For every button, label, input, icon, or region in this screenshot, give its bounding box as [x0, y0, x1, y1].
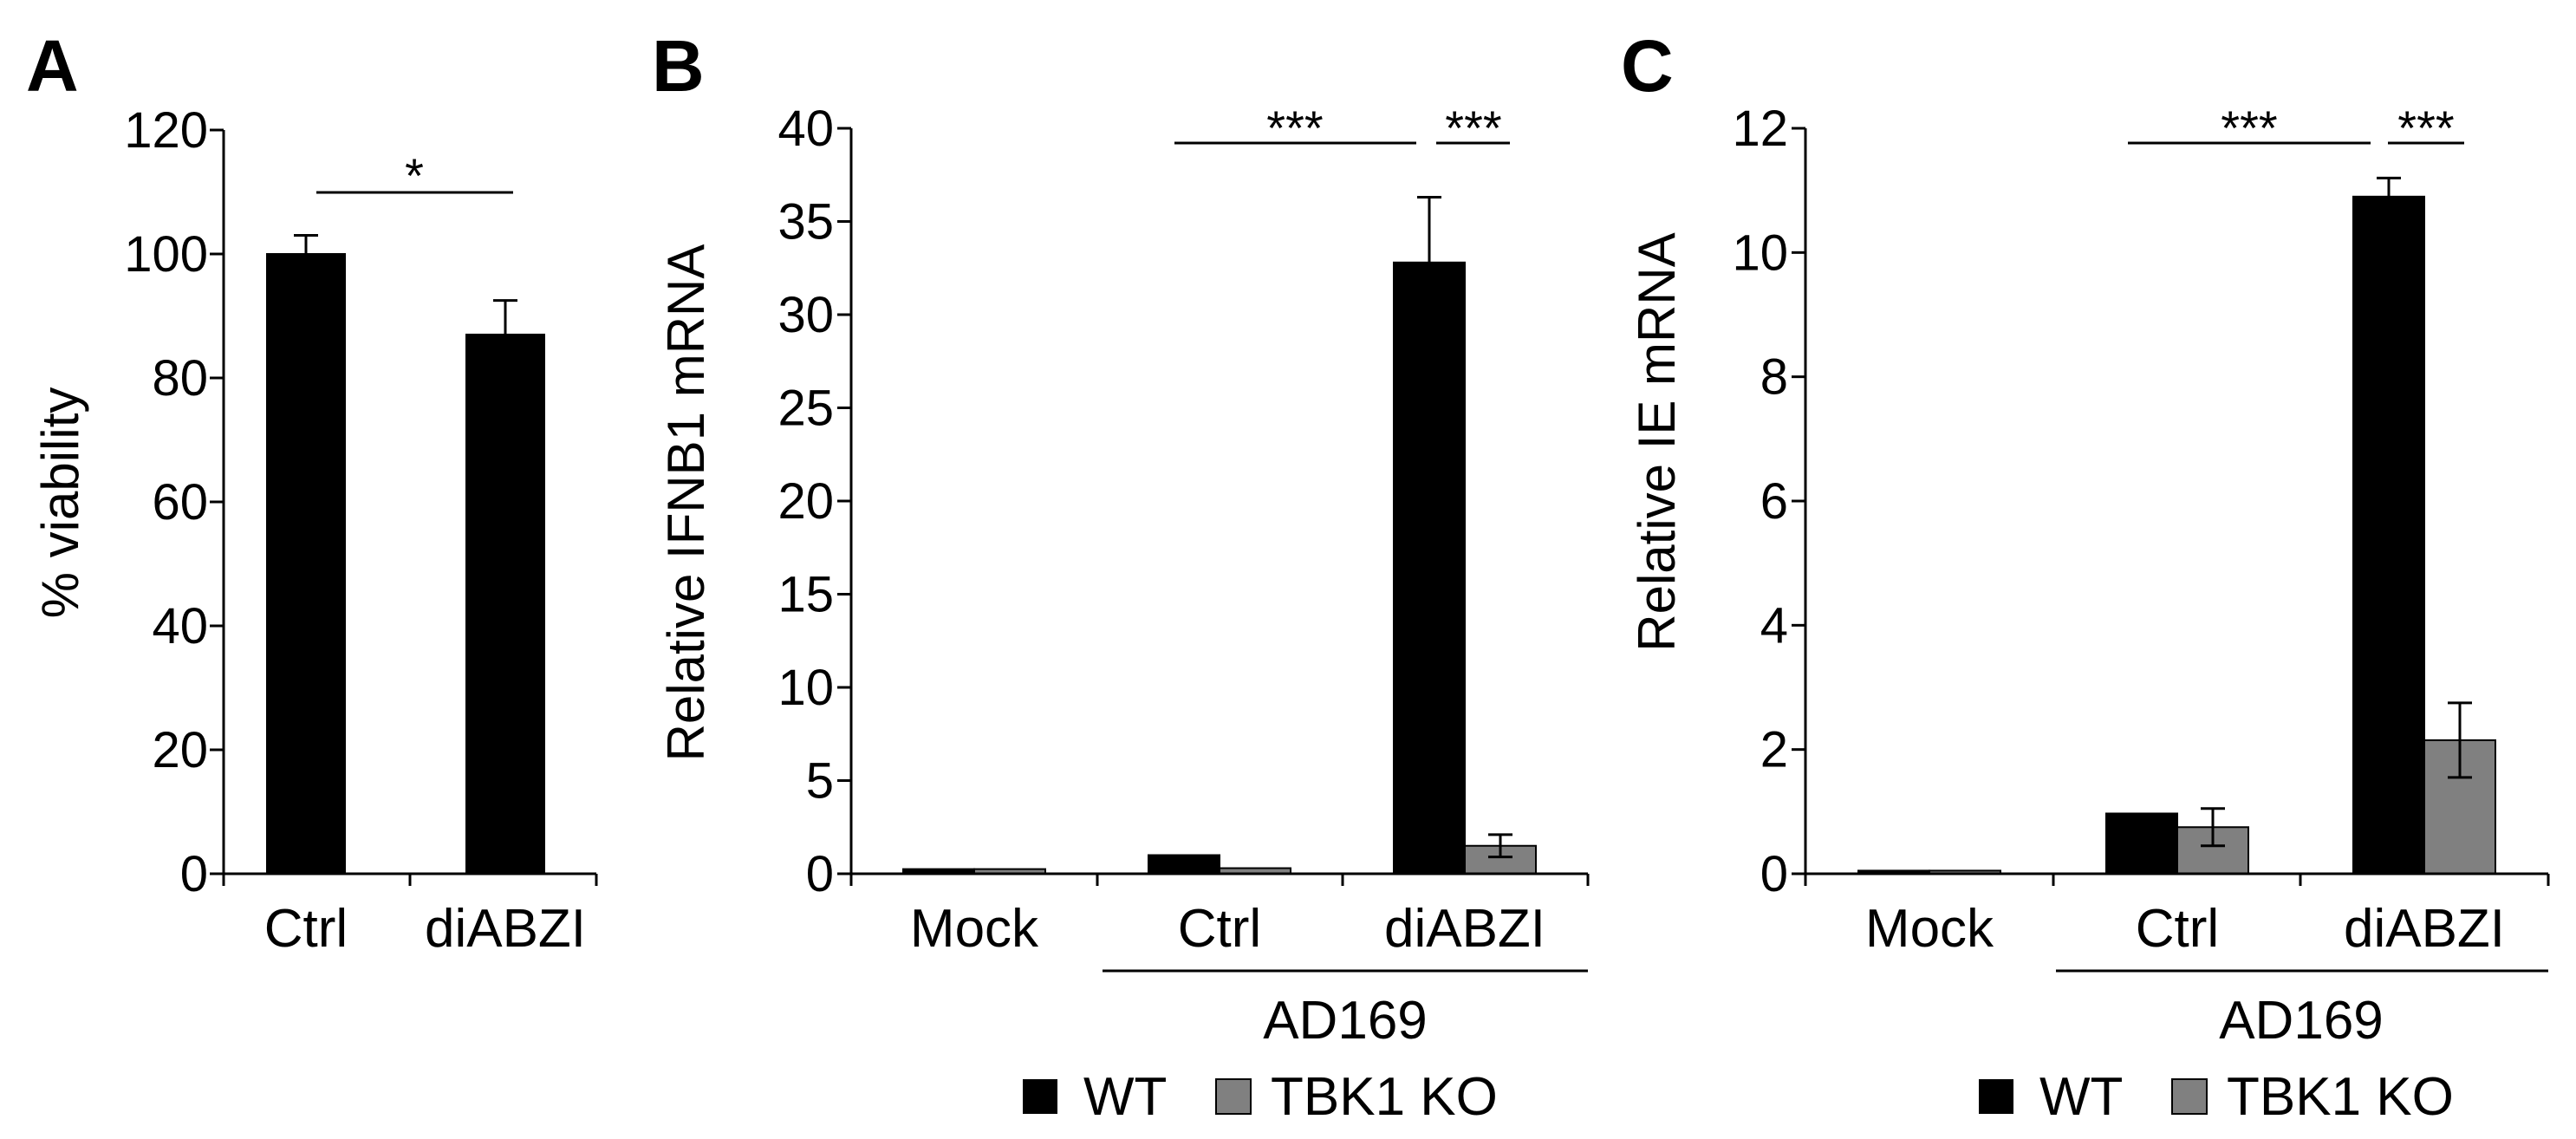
- significance-label: ***: [2397, 101, 2454, 155]
- y-tick-label: 60: [152, 474, 208, 530]
- category-label-diabzi: diABZI: [425, 899, 586, 959]
- category-label-diabzi: diABZI: [1384, 899, 1545, 959]
- panel-b: B 0 5 10 15 20 25 30 35 40 Relative IFNB1 mRNA M…: [652, 25, 1590, 1127]
- bar: [2105, 812, 2178, 875]
- y-axis-title: % viability: [31, 387, 89, 619]
- y-tick-label: 35: [777, 194, 834, 251]
- y-tick-label: 20: [777, 473, 834, 530]
- significance-label: ***: [2221, 101, 2277, 155]
- panel-c: C 0 2 4 6 8 10 12 Relative IE mRNA Mock Ctrl d…: [1621, 25, 2550, 1127]
- y-tick-label: 15: [777, 567, 834, 623]
- y-tick-label: 80: [152, 350, 208, 407]
- bar: [465, 333, 545, 875]
- y-tick-label: 12: [1732, 101, 1788, 157]
- y-tick-label: 4: [1760, 597, 1788, 654]
- legend-label-tbk1-ko: TBK1 KO: [2227, 1067, 2454, 1127]
- significance-label: ***: [1266, 101, 1323, 155]
- category-label-mock: Mock: [910, 899, 1039, 959]
- y-tick-label: 40: [152, 598, 208, 654]
- legend-swatch-tbk1-ko: [2171, 1078, 2208, 1115]
- bars: [1857, 195, 2496, 875]
- legend: WT TBK1 KO: [1023, 1067, 1498, 1127]
- category-label-diabzi: diABZI: [2344, 899, 2505, 959]
- category-label-ctrl: Ctrl: [264, 899, 348, 959]
- category-label-mock: Mock: [1865, 899, 1994, 959]
- y-tick-label: 100: [124, 226, 208, 283]
- legend-swatch-wt: [1979, 1079, 2013, 1114]
- bar: [1148, 854, 1220, 875]
- error-bars: [294, 234, 517, 335]
- legend-label-wt: WT: [1083, 1067, 1167, 1127]
- group-label: AD169: [2219, 991, 2384, 1051]
- y-tick-labels: 0 2 4 6 8 10 12: [1732, 101, 1805, 902]
- category-label-ctrl: Ctrl: [1178, 899, 1261, 959]
- legend: WT TBK1 KO: [1979, 1067, 2454, 1127]
- significance-label: ***: [1445, 101, 1501, 155]
- y-tick-label: 30: [777, 287, 834, 343]
- y-tick-label: 0: [1760, 846, 1788, 902]
- y-tick-label: 0: [806, 846, 834, 902]
- legend-label-tbk1-ko: TBK1 KO: [1271, 1067, 1498, 1127]
- bars: [902, 261, 1537, 875]
- y-tick-label: 2: [1760, 722, 1788, 778]
- legend-label-wt: WT: [2039, 1067, 2123, 1127]
- panel-letter-b: B: [652, 25, 705, 107]
- category-label-ctrl: Ctrl: [2136, 899, 2219, 959]
- y-tick-label: 25: [777, 381, 834, 437]
- y-axis-title: Relative IE mRNA: [1628, 232, 1686, 651]
- y-tick-label: 20: [152, 722, 208, 778]
- y-tick-labels: 0 5 10 15 20 25 30 35 40: [777, 101, 851, 902]
- group-label: AD169: [1263, 991, 1428, 1051]
- y-tick-label: 8: [1760, 349, 1788, 406]
- bars: [266, 253, 545, 875]
- y-tick-label: 10: [777, 660, 834, 716]
- bar: [1393, 261, 1466, 875]
- y-axis-title: Relative IFNB1 mRNA: [657, 244, 715, 762]
- y-tick-labels: 0 20 40 60 80 100 120: [124, 102, 224, 902]
- error-bars: [1417, 196, 1512, 859]
- legend-swatch-tbk1-ko: [1215, 1078, 1252, 1115]
- bar: [266, 253, 346, 875]
- bar: [2352, 195, 2425, 875]
- y-tick-label: 0: [180, 846, 208, 902]
- panel-a: A 0 20 40 60 80 100 120 % viability Ctrl diABZ…: [26, 25, 598, 959]
- y-tick-label: 40: [777, 101, 834, 157]
- y-tick-label: 6: [1760, 473, 1788, 530]
- panel-letter-c: C: [1621, 25, 1674, 107]
- y-tick-label: 10: [1732, 225, 1788, 281]
- y-tick-label: 120: [124, 102, 208, 159]
- error-bars: [2201, 176, 2472, 848]
- legend-swatch-wt: [1023, 1079, 1057, 1114]
- panel-letter-a: A: [26, 25, 79, 107]
- y-tick-label: 5: [806, 753, 834, 810]
- significance-label: *: [405, 148, 424, 203]
